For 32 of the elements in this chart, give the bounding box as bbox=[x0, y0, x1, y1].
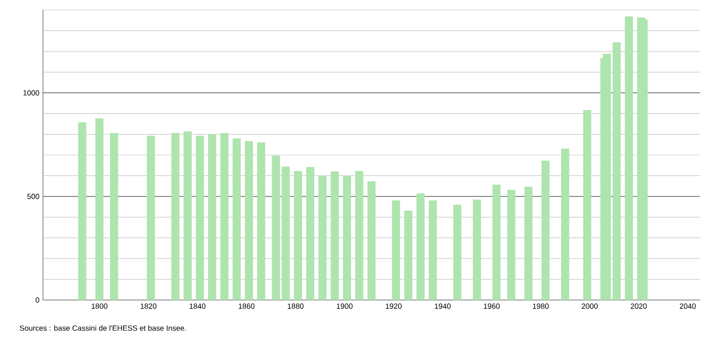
bar bbox=[342, 176, 352, 300]
bar bbox=[171, 133, 180, 300]
bar bbox=[355, 170, 364, 300]
bar bbox=[196, 136, 204, 300]
bar bbox=[492, 184, 501, 300]
bar bbox=[416, 193, 425, 300]
bar bbox=[95, 118, 104, 300]
bar bbox=[472, 200, 481, 300]
bar bbox=[561, 148, 570, 300]
bar bbox=[583, 110, 592, 300]
bar bbox=[257, 142, 266, 300]
bar bbox=[392, 200, 400, 300]
bar bbox=[624, 16, 633, 300]
bar bbox=[294, 170, 302, 300]
bar bbox=[244, 141, 253, 300]
bar bbox=[110, 133, 118, 300]
bar bbox=[524, 186, 532, 300]
bar bbox=[542, 160, 550, 300]
bar bbox=[232, 138, 241, 300]
bar bbox=[220, 133, 228, 300]
bar bbox=[428, 200, 437, 300]
bar bbox=[453, 204, 462, 300]
bar bbox=[78, 122, 86, 300]
bar bbox=[306, 167, 314, 300]
bar bbox=[404, 210, 412, 300]
bar bbox=[507, 190, 516, 300]
bar bbox=[184, 131, 192, 300]
bar bbox=[146, 136, 155, 300]
bar bbox=[208, 134, 216, 300]
bar bbox=[367, 181, 376, 300]
bar bbox=[318, 176, 327, 300]
bar bbox=[330, 171, 339, 300]
